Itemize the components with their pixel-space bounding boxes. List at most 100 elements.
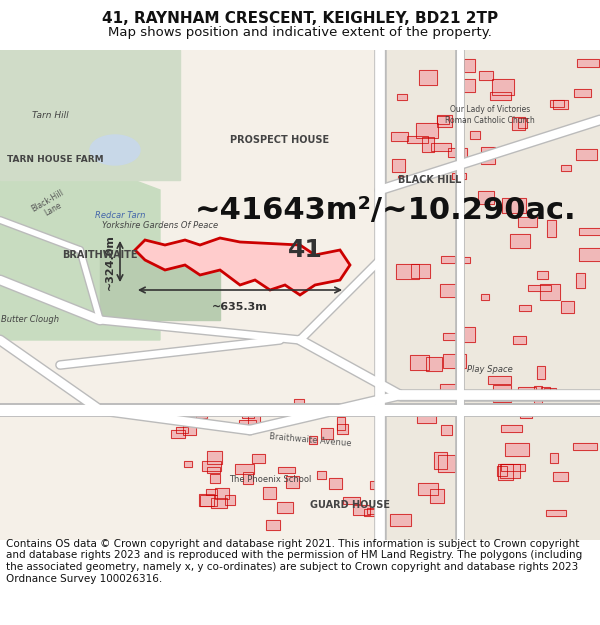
Bar (317, 471, 326, 479)
Bar (239, 420, 256, 430)
Bar (443, 333, 462, 340)
Bar (398, 176, 407, 185)
Bar (199, 494, 214, 506)
Bar (309, 436, 317, 444)
Bar (370, 481, 384, 489)
Bar (505, 443, 529, 456)
Bar (196, 408, 207, 418)
Bar (183, 421, 196, 435)
Bar (493, 385, 511, 402)
Bar (493, 385, 511, 402)
Bar (461, 257, 470, 263)
Bar (252, 454, 265, 463)
Ellipse shape (90, 135, 140, 165)
Bar (177, 410, 185, 420)
Bar (392, 159, 405, 172)
Text: Black-Hill
Lane: Black-Hill Lane (29, 188, 70, 222)
Bar (561, 301, 574, 313)
Bar (410, 355, 429, 370)
Bar (577, 59, 599, 67)
Bar (225, 495, 235, 505)
Bar (481, 294, 489, 300)
Bar (277, 502, 293, 513)
Bar (502, 198, 526, 213)
Bar (452, 173, 466, 179)
Bar (239, 420, 256, 430)
Bar (157, 413, 176, 421)
Bar (225, 495, 235, 505)
Bar (464, 59, 475, 72)
Bar (479, 71, 493, 80)
Bar (317, 471, 326, 479)
Bar (343, 497, 360, 504)
Bar (528, 285, 551, 291)
Bar (364, 509, 383, 516)
Bar (550, 453, 558, 463)
Bar (470, 131, 480, 139)
Bar (215, 488, 229, 499)
Bar (481, 147, 495, 164)
Text: ~635.3m: ~635.3m (212, 302, 268, 312)
Bar (397, 94, 407, 100)
Bar (407, 136, 428, 143)
Bar (367, 508, 382, 514)
Bar (518, 118, 527, 128)
Bar (266, 520, 280, 530)
Bar (294, 399, 304, 411)
Bar (200, 495, 217, 506)
Bar (202, 461, 221, 471)
Bar (510, 234, 530, 248)
Polygon shape (0, 50, 80, 190)
Bar (417, 414, 436, 423)
Bar (534, 386, 542, 403)
Text: Map shows position and indicative extent of the property.: Map shows position and indicative extent… (108, 26, 492, 39)
Bar (579, 228, 600, 235)
Bar (574, 89, 591, 97)
Bar (398, 176, 407, 185)
Bar (573, 443, 597, 450)
Bar (547, 220, 556, 237)
Bar (211, 498, 227, 508)
Bar (457, 79, 475, 92)
Text: BLACK HILL: BLACK HILL (398, 175, 461, 185)
Bar (492, 79, 514, 95)
Bar (519, 305, 531, 311)
Bar (553, 472, 568, 481)
Bar (500, 464, 520, 478)
Text: Braithwaite Avenue: Braithwaite Avenue (269, 432, 352, 448)
Bar (501, 425, 522, 432)
Bar (411, 264, 430, 278)
Bar (367, 508, 382, 514)
Text: TARN HOUSE FARM: TARN HOUSE FARM (7, 156, 103, 164)
Bar (242, 410, 254, 418)
Text: Tarn Hill: Tarn Hill (32, 111, 68, 119)
Text: Yorkshire Gardens Of Peace: Yorkshire Gardens Of Peace (102, 221, 218, 229)
Bar (396, 264, 419, 279)
Bar (207, 467, 220, 473)
Bar (286, 476, 299, 488)
Bar (207, 451, 222, 464)
Bar (353, 505, 370, 515)
Bar (416, 123, 438, 138)
Bar (171, 430, 185, 438)
Bar (541, 387, 550, 400)
Bar (329, 478, 342, 489)
Bar (528, 285, 551, 291)
Bar (294, 399, 304, 411)
Bar (430, 489, 444, 503)
Bar (196, 408, 207, 418)
Bar (337, 424, 348, 434)
Bar (501, 425, 522, 432)
Bar (426, 357, 442, 371)
Bar (458, 148, 467, 159)
Polygon shape (0, 50, 180, 180)
Bar (470, 131, 480, 139)
Bar (183, 421, 196, 435)
Bar (440, 284, 459, 297)
Bar (177, 410, 185, 420)
Bar (419, 70, 437, 85)
Bar (498, 464, 513, 480)
Bar (410, 355, 429, 370)
Bar (574, 89, 591, 97)
Bar (478, 191, 494, 204)
